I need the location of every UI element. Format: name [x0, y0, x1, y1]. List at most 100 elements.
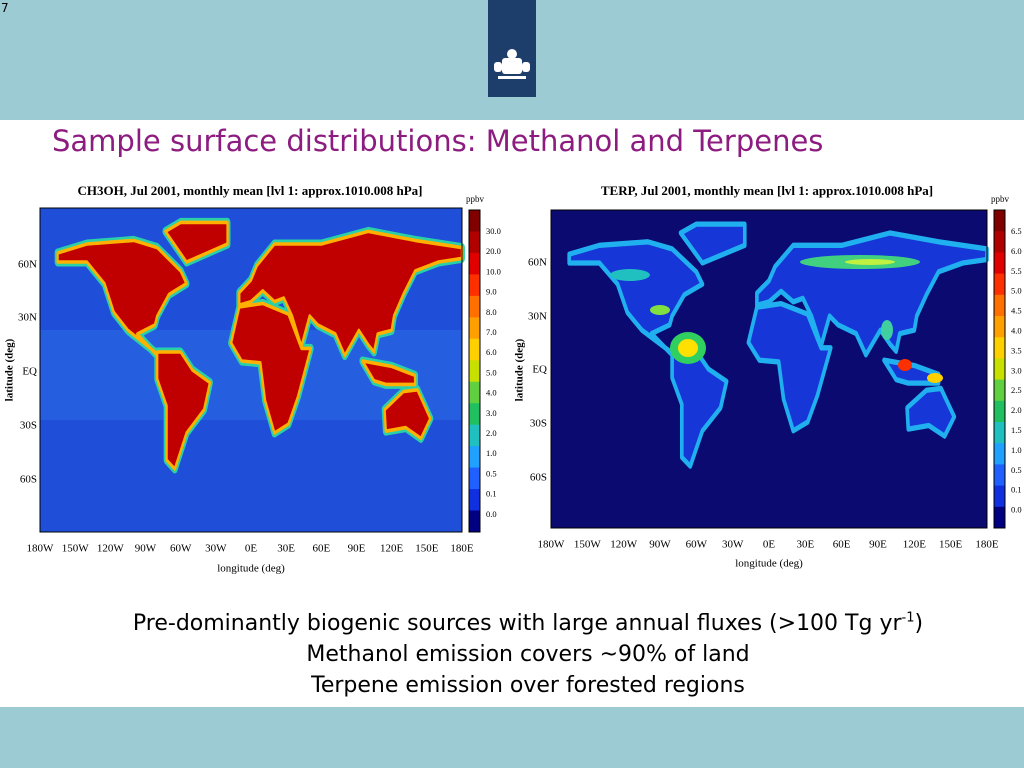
x-tick-label: 90W [649, 539, 671, 551]
x-tick-label: 0E [763, 539, 776, 551]
colorbar-swatch [469, 489, 480, 512]
y-tick-label: 60S [530, 472, 547, 484]
figures: CH3OH, Jul 2001, monthly mean [lvl 1: ap… [4, 183, 1022, 575]
colorbar-swatch [994, 358, 1005, 381]
x-tick-label: 60W [170, 543, 192, 555]
colorbar-unit: ppbv [991, 194, 1010, 204]
y-tick-label: 30S [20, 420, 37, 432]
y-tick-label: 30N [528, 311, 547, 323]
colorbar-swatch [994, 316, 1005, 338]
x-axis-label: longitude (deg) [217, 563, 285, 575]
x-tick-label: 90W [135, 543, 157, 555]
y-axis-label: latitude (deg) [4, 338, 16, 401]
x-tick-label: 60E [833, 539, 851, 551]
x-tick-label: 60E [312, 543, 330, 555]
colorbar-label: 4.5 [1011, 306, 1022, 316]
colorbar-label: 3.0 [486, 408, 497, 418]
colorbar-swatch [994, 210, 1005, 232]
figure-title: CH3OH, Jul 2001, monthly mean [lvl 1: ap… [77, 183, 422, 198]
colorbar-label: 0.5 [486, 468, 497, 478]
colorbar-swatch [994, 273, 1005, 296]
colorbar-label: 4.0 [1011, 325, 1022, 335]
bullet-text: ) [914, 611, 924, 636]
colorbar-swatch [994, 294, 1005, 317]
x-tick-label: 150W [62, 543, 90, 555]
colorbar-label: 30.0 [486, 226, 501, 236]
colorbar-label: 0.1 [1011, 485, 1022, 495]
colorbar-swatch [469, 317, 480, 340]
x-axis-label: longitude (deg) [735, 558, 803, 570]
colorbar-label: 1.0 [1011, 445, 1022, 455]
x-tick-label: 60W [686, 539, 708, 551]
colorbar-swatch [469, 360, 480, 383]
colorbar-frame [993, 209, 1006, 529]
colorbar-swatch [469, 338, 480, 361]
superscript: -1 [901, 610, 915, 626]
y-tick-label: 30N [18, 312, 37, 324]
colorbar-swatch [469, 446, 480, 469]
colorbar-swatch [994, 443, 1005, 465]
colorbar-swatch [469, 467, 480, 490]
y-tick-label: 60N [18, 259, 37, 271]
colorbar-swatch [469, 510, 480, 533]
colorbar-label: 0.5 [1011, 465, 1022, 475]
colorbar-label: 5.0 [486, 367, 497, 377]
x-tick-label: 150E [939, 539, 963, 551]
x-tick-label: 120E [380, 543, 404, 555]
colorbar-frame [468, 209, 481, 533]
bullet: Terpene emission over forested regions [311, 673, 745, 698]
x-tick-label: 180E [450, 543, 474, 555]
colorbar-label: 3.0 [1011, 365, 1022, 375]
y-tick-label: 60S [20, 474, 37, 486]
colorbar-label: 7.0 [486, 327, 497, 337]
colorbar-swatch [994, 464, 1005, 487]
bullet-text: Pre-dominantly biogenic sources with lar… [132, 611, 902, 636]
x-tick-label: 180W [27, 543, 55, 555]
colorbar-unit: ppbv [466, 194, 485, 204]
colorbar-swatch [994, 485, 1005, 508]
colorbar-label: 0.0 [486, 509, 497, 519]
colorbar-label: 6.0 [486, 347, 497, 357]
x-tick-label: 30W [205, 543, 227, 555]
x-tick-label: 90E [348, 543, 366, 555]
colorbar-label: 20.0 [486, 246, 501, 256]
colorbar-label: 2.0 [1011, 405, 1022, 415]
figure-title: TERP, Jul 2001, monthly mean [lvl 1: app… [601, 183, 933, 198]
y-axis-label: latitude (deg) [514, 338, 526, 401]
colorbar-label: 6.0 [1011, 246, 1022, 256]
colorbar-swatch [469, 403, 480, 426]
colorbar-swatch [994, 337, 1005, 359]
colorbar-swatch [994, 506, 1005, 529]
x-tick-label: 0E [245, 543, 258, 555]
colorbar-swatch [469, 274, 480, 297]
y-tick-label: EQ [532, 364, 547, 376]
logo-emblem [494, 49, 530, 79]
x-tick-label: 30E [796, 539, 814, 551]
y-tick-label: 60N [528, 257, 547, 269]
colorbar-label: 1.5 [1011, 425, 1022, 435]
colorbar-label: 0.0 [1011, 505, 1022, 515]
colorbar-label: 8.0 [486, 307, 497, 317]
x-tick-label: 180W [538, 539, 566, 551]
colorbar-label: 6.5 [1011, 226, 1022, 236]
colorbar-label: 4.0 [486, 388, 497, 398]
colorbar-swatch [469, 295, 480, 318]
colorbar-label: 10.0 [486, 266, 501, 276]
colorbar-swatch [469, 381, 480, 404]
slide-number: 7 [1, 1, 9, 15]
colorbar-swatch [469, 252, 480, 275]
logo [488, 0, 536, 97]
colorbar-swatch [994, 231, 1005, 253]
colorbar-swatch [469, 231, 480, 254]
x-tick-label: 30W [722, 539, 744, 551]
colorbar-label: 5.0 [1011, 286, 1022, 296]
map-frame [550, 209, 988, 529]
x-tick-label: 180E [975, 539, 999, 551]
colorbar-swatch [994, 400, 1005, 423]
colorbar-label: 0.1 [486, 489, 497, 499]
x-tick-label: 120W [610, 539, 638, 551]
y-tick-label: 30S [530, 418, 547, 430]
map-frame [39, 207, 463, 533]
colorbar-swatch [469, 424, 480, 447]
